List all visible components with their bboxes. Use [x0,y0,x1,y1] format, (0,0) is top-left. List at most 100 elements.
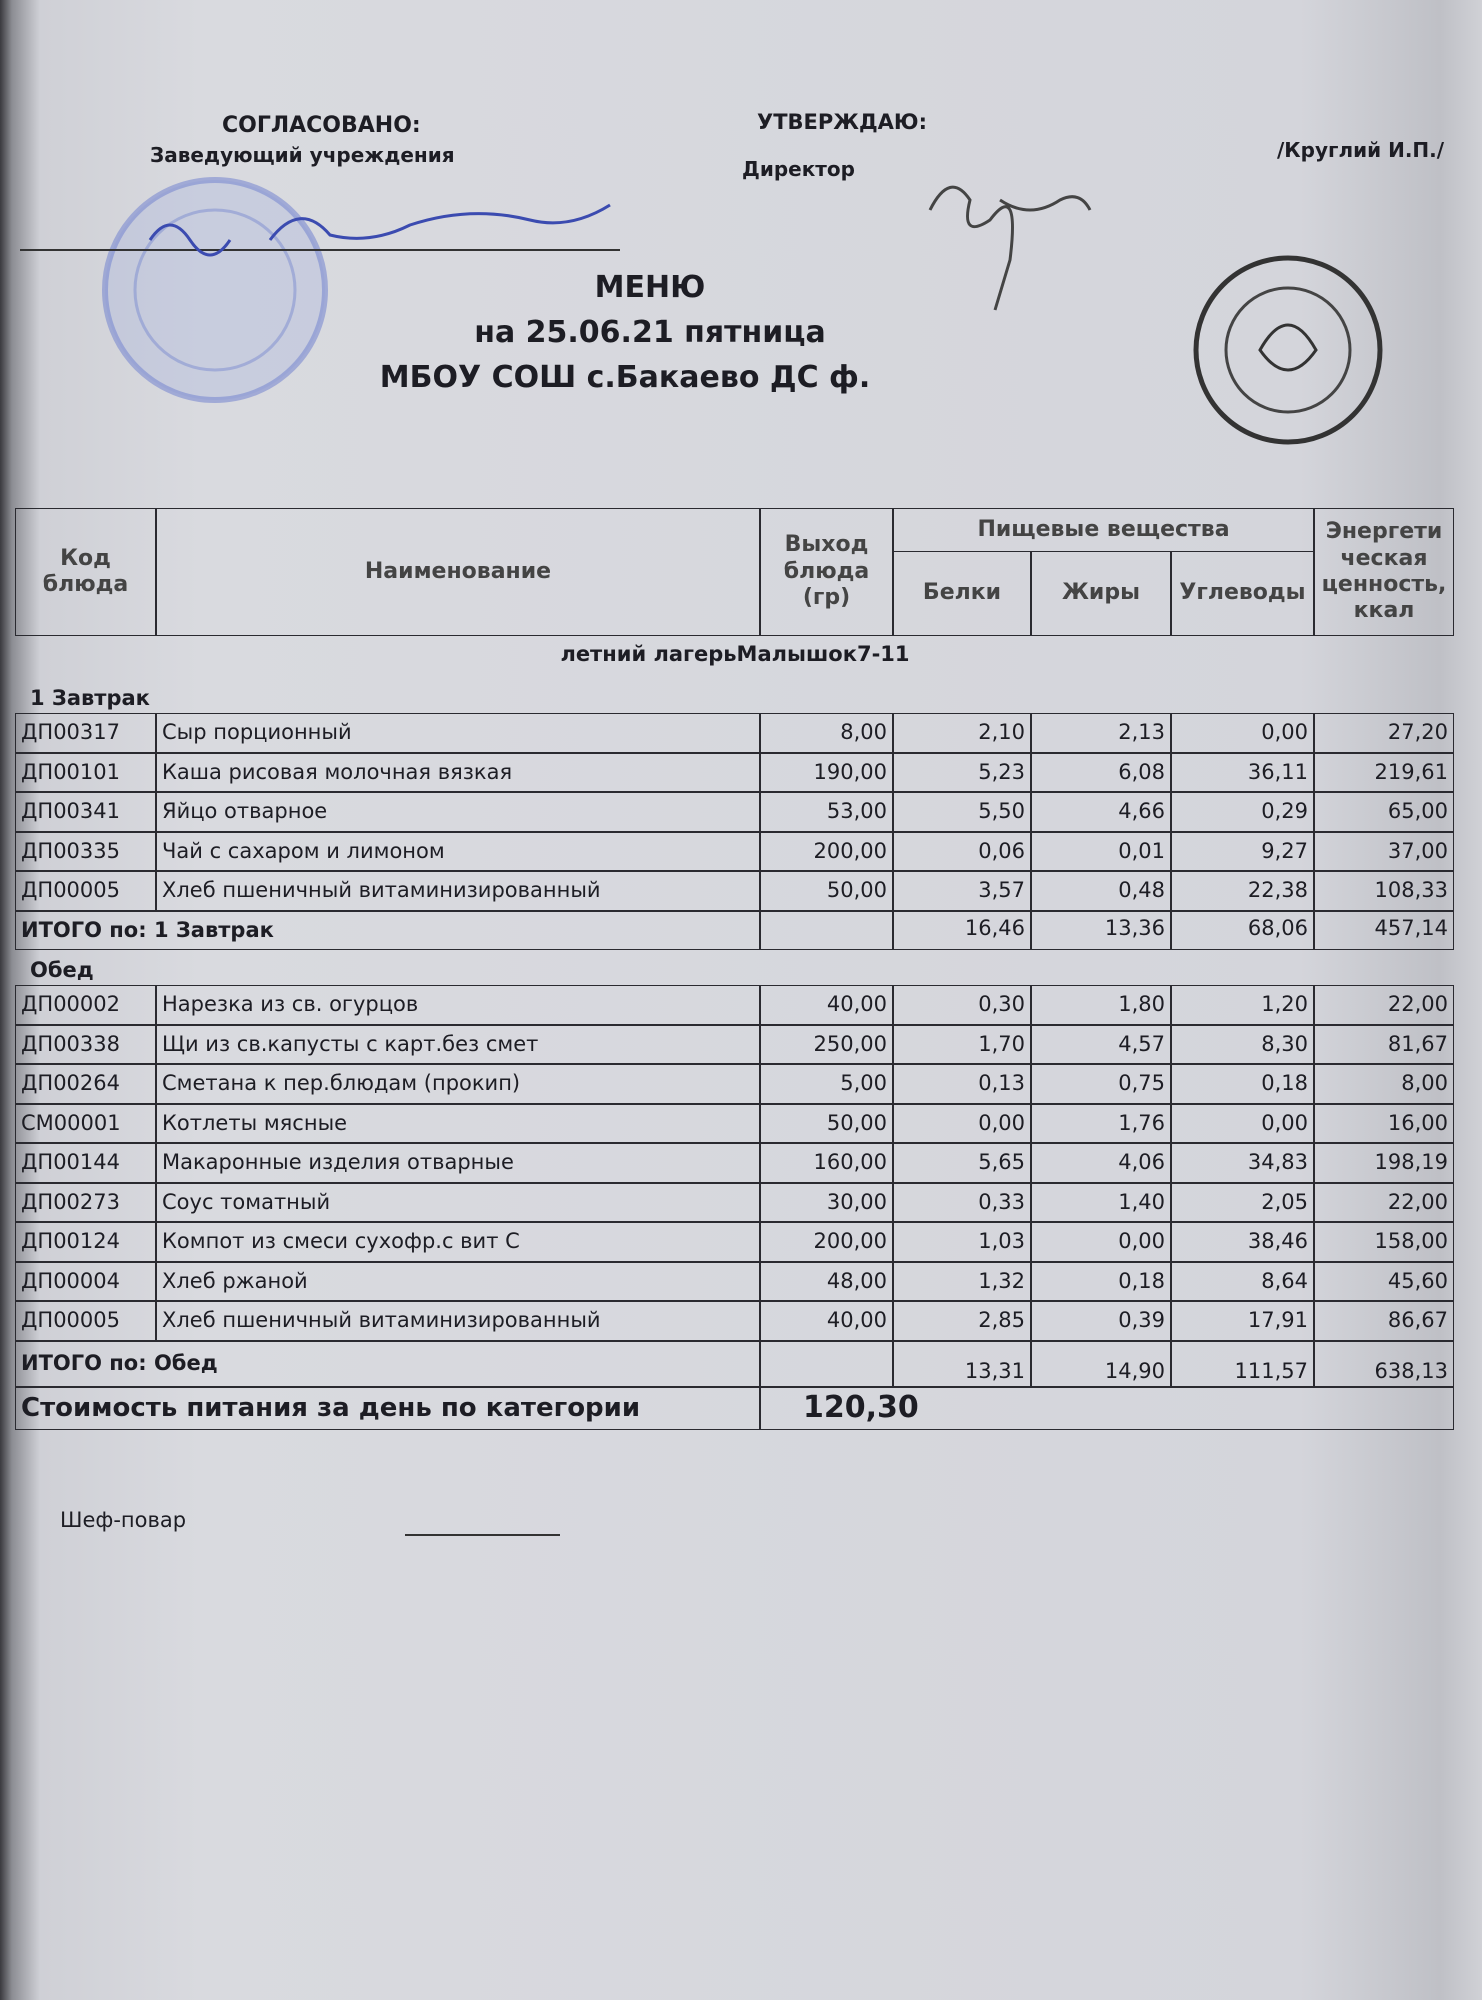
text-cell: ДП00101 [15,752,156,792]
header-protein: Белки [893,551,1031,636]
doc-date: на 25.06.21 пятница [474,315,826,350]
number-cell: 1,03 [893,1222,1031,1262]
text-cell: ДП00005 [15,871,156,911]
number-cell: 4,66 [1031,792,1171,832]
group-title: летний лагерьМалышок7-11 [560,642,910,666]
text-cell: Чай с сахаром и лимоном [156,831,760,871]
number-cell: 158,00 [1314,1222,1454,1262]
number-cell: 1,40 [1031,1182,1171,1222]
text-cell: ДП00317 [15,713,156,753]
number-cell: 2,05 [1171,1182,1314,1222]
number-cell: 8,00 [760,713,893,753]
text-cell: Сыр порционный [156,713,760,753]
text-cell: ДП00004 [15,1261,156,1301]
total-value: 68,06 [1171,910,1314,950]
number-cell: 108,33 [1314,871,1454,911]
text-cell: Щи из св.капусты с карт.без смет [156,1024,760,1064]
number-cell: 0,33 [893,1182,1031,1222]
number-cell: 2,10 [893,713,1031,753]
number-cell: 5,00 [760,1064,893,1104]
total-value: 638,13 [1314,1340,1454,1387]
text-cell: Соус томатный [156,1182,760,1222]
number-cell: 190,00 [760,752,893,792]
number-cell: 16,00 [1314,1103,1454,1143]
number-cell: 50,00 [760,871,893,911]
number-cell: 160,00 [760,1143,893,1183]
total-empty [760,910,893,950]
number-cell: 4,06 [1031,1143,1171,1183]
section-title: 1 Завтрак [30,686,150,710]
number-cell: 86,67 [1314,1301,1454,1341]
right-role: Директор [742,157,855,181]
doc-title: МЕНЮ [594,270,706,305]
number-cell: 9,27 [1171,831,1314,871]
header-name: Наименование [156,508,760,636]
number-cell: 22,38 [1171,871,1314,911]
number-cell: 0,01 [1031,831,1171,871]
header-code: Код блюда [15,508,156,636]
left-role: Заведующий учреждения [150,143,455,167]
number-cell: 0,39 [1031,1301,1171,1341]
header-fat: Жиры [1031,551,1171,636]
number-cell: 36,11 [1171,752,1314,792]
total-value: 16,46 [893,910,1031,950]
section-title: Обед [30,958,94,982]
total-value: 111,57 [1171,1340,1314,1387]
text-cell: ДП00002 [15,985,156,1025]
number-cell: 1,20 [1171,985,1314,1025]
text-cell: Нарезка из св. огурцов [156,985,760,1025]
text-cell: Каша рисовая молочная вязкая [156,752,760,792]
right-title: УТВЕРЖДАЮ: [757,110,927,134]
number-cell: 48,00 [760,1261,893,1301]
number-cell: 53,00 [760,792,893,832]
total-label: ИТОГО по: 1 Завтрак [15,910,760,950]
text-cell: ДП00335 [15,831,156,871]
stamp-right [1193,255,1383,445]
text-cell: Котлеты мясные [156,1103,760,1143]
number-cell: 22,00 [1314,1182,1454,1222]
number-cell: 22,00 [1314,985,1454,1025]
text-cell: Компот из смеси сухофр.с вит С [156,1222,760,1262]
number-cell: 0,18 [1171,1064,1314,1104]
text-cell: Хлеб пшеничный витаминизированный [156,1301,760,1341]
number-cell: 65,00 [1314,792,1454,832]
number-cell: 0,75 [1031,1064,1171,1104]
number-cell: 0,00 [1171,1103,1314,1143]
number-cell: 40,00 [760,985,893,1025]
number-cell: 250,00 [760,1024,893,1064]
number-cell: 2,85 [893,1301,1031,1341]
number-cell: 30,00 [760,1182,893,1222]
header-carbs: Углеводы [1171,551,1314,636]
number-cell: 40,00 [760,1301,893,1341]
number-cell: 1,32 [893,1261,1031,1301]
number-cell: 34,83 [1171,1143,1314,1183]
number-cell: 0,18 [1031,1261,1171,1301]
number-cell: 1,76 [1031,1103,1171,1143]
number-cell: 8,30 [1171,1024,1314,1064]
number-cell: 8,64 [1171,1261,1314,1301]
text-cell: Хлеб пшеничный витаминизированный [156,871,760,911]
header-nutrients: Пищевые вещества [893,508,1314,552]
text-cell: ДП00144 [15,1143,156,1183]
right-name: /Круглий И.П./ [1277,138,1445,162]
cost-label: Стоимость питания за день по категории [15,1386,760,1430]
cost-value: 120,30 [760,1386,1454,1430]
text-cell: ДП00124 [15,1222,156,1262]
signature-right [928,185,1092,311]
number-cell: 200,00 [760,831,893,871]
number-cell: 37,00 [1314,831,1454,871]
total-value: 13,31 [893,1340,1031,1387]
total-value: 457,14 [1314,910,1454,950]
doc-school: МБОУ СОШ с.Бакаево ДС ф. [379,360,871,395]
number-cell: 3,57 [893,871,1031,911]
number-cell: 5,65 [893,1143,1031,1183]
text-cell: СМ00001 [15,1103,156,1143]
left-title: СОГЛАСОВАНО: [222,113,421,138]
number-cell: 27,20 [1314,713,1454,753]
total-empty [760,1340,893,1387]
number-cell: 0,48 [1031,871,1171,911]
number-cell: 1,70 [893,1024,1031,1064]
header-weight: Выход блюда (гр) [760,508,893,636]
